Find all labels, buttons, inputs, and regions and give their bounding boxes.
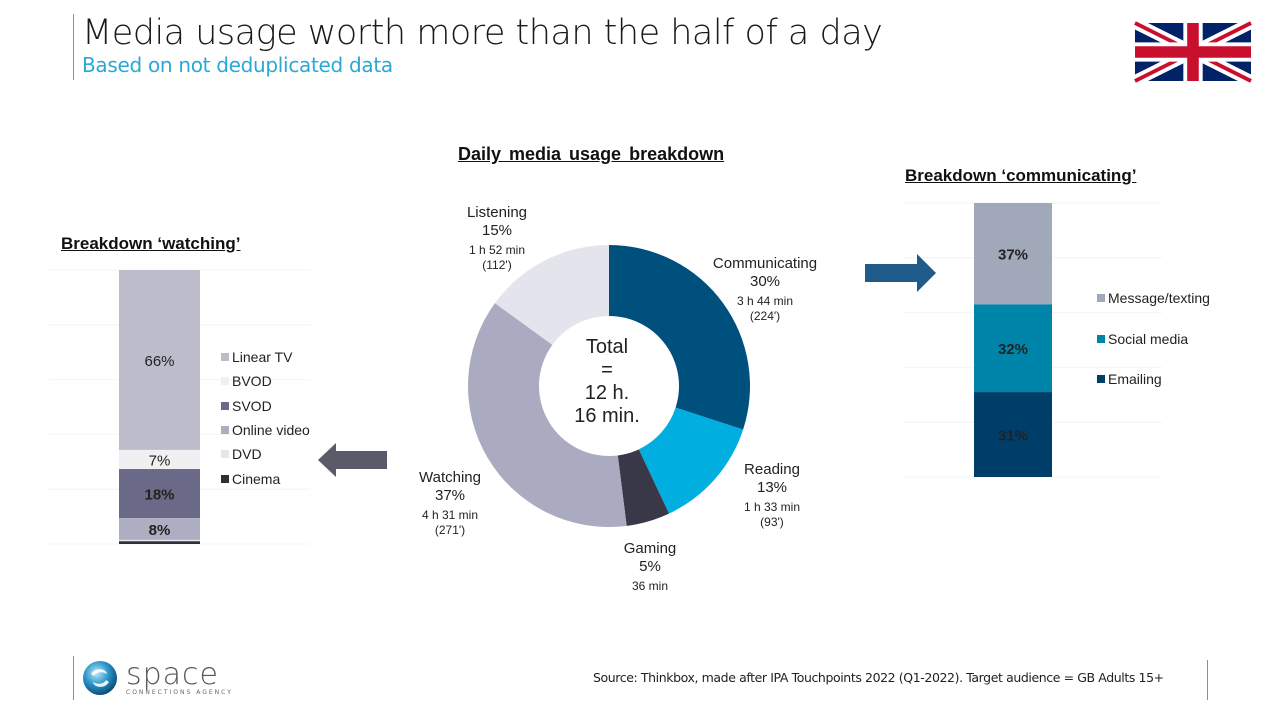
communicating-segment-social-media <box>974 304 1052 393</box>
legend-swatch <box>221 377 229 386</box>
legend-label: Emailing <box>1108 371 1162 387</box>
slice-name-label: Reading <box>744 461 800 478</box>
legend-label: DVD <box>232 446 262 463</box>
legend-swatch <box>221 474 229 483</box>
legend-label: SVOD <box>232 397 272 414</box>
legend-swatch <box>1097 294 1105 302</box>
watching-segment-bvod <box>119 449 200 470</box>
watching-legend-item-online-video: Online video <box>221 422 310 438</box>
watching-legend-item-dvd: DVD <box>221 446 262 462</box>
legend-label: Online video <box>232 421 310 438</box>
donut-slice-reading <box>638 407 744 514</box>
donut-slice-gaming <box>617 449 670 526</box>
legend-swatch <box>1097 334 1105 343</box>
legend-swatch <box>221 450 229 459</box>
legend-label: Message/texting <box>1108 290 1210 306</box>
watching-segment-svod <box>119 469 200 519</box>
slice-duration-label: 4 h 31 min <box>422 508 478 522</box>
legend-swatch <box>221 401 229 410</box>
slice-name-label: Listening <box>467 204 527 221</box>
watching-legend-item-svod: SVOD <box>221 398 272 414</box>
communicating-segment-label: 37% <box>998 247 1028 264</box>
watching-segment-label: 18% <box>144 487 174 504</box>
communicating-segment-label: 31% <box>998 428 1028 445</box>
communicating-segment-message-texting <box>974 203 1052 305</box>
watching-legend-item-linear-tv: Linear TV <box>221 349 292 365</box>
space-logo-icon <box>83 661 117 695</box>
page-title: Media usage worth more than the half of … <box>82 13 883 53</box>
watching-legend-item-bvod: BVOD <box>221 373 272 389</box>
legend-swatch <box>1097 375 1105 383</box>
watching-segment-label: 7% <box>149 452 171 469</box>
slice-percent-label: 5% <box>639 558 661 575</box>
legend-swatch <box>221 425 229 434</box>
slice-duration-label: 1 h 33 min <box>744 500 800 514</box>
slice-duration-label: 1 h 52 min <box>469 243 525 257</box>
watching-segment-cinema <box>119 541 200 544</box>
slice-minutes-label: (112') <box>482 258 511 272</box>
slice-minutes-label: (271') <box>435 523 465 537</box>
donut-slice-communicating <box>609 245 750 430</box>
donut-center-label: 16 min. <box>574 405 640 427</box>
watching-segment-linear-tv <box>119 270 200 450</box>
donut-center-label: 12 h. <box>585 382 629 404</box>
legend-label: Social media <box>1108 330 1189 347</box>
communicating-segment-emailing <box>974 392 1052 477</box>
slice-minutes-label: (93') <box>760 515 784 529</box>
legend-swatch <box>221 353 229 361</box>
watching-segment-online-video <box>119 518 200 540</box>
arrow-left-icon <box>318 443 387 477</box>
slice-name-label: Gaming <box>624 540 677 557</box>
legend-label: BVOD <box>232 373 272 390</box>
uk-flag-icon <box>1132 17 1254 87</box>
slice-minutes-label: (224') <box>750 309 780 323</box>
watching-segment-label: 8% <box>149 522 171 539</box>
slice-percent-label: 30% <box>750 273 780 290</box>
communicating-legend-item-message-texting: Message/texting <box>1097 290 1210 306</box>
donut-center-label: = <box>601 359 613 381</box>
donut-slice-watching <box>468 303 627 527</box>
slice-percent-label: 37% <box>435 487 465 504</box>
slice-duration-label: 36 min <box>632 579 668 593</box>
logo-tagline: CONNECTIONS AGENCY <box>126 688 233 696</box>
watching-segment-dvd <box>119 539 200 542</box>
source-note: Source: Thinkbox, made after IPA Touchpo… <box>593 670 1164 685</box>
donut-center-label: Total <box>586 336 628 358</box>
legend-label: Cinema <box>232 470 281 487</box>
slice-name-label: Communicating <box>713 255 817 272</box>
watching-segment-label: 66% <box>144 353 174 370</box>
communicating-segment-label: 32% <box>998 341 1028 358</box>
logo-wordmark: space <box>126 656 220 692</box>
slice-duration-label: 3 h 44 min <box>737 294 793 308</box>
communicating-legend-item-emailing: Emailing <box>1097 371 1162 387</box>
title-block: Media usage worth more than the half of … <box>73 13 883 80</box>
communicating-legend-item-social-media: Social media <box>1097 331 1188 347</box>
page-subtitle: Based on not deduplicated data <box>82 53 393 77</box>
company-logo: space CONNECTIONS AGENCY <box>73 656 233 700</box>
communicating-chart-title: Breakdown ‘communicating’ <box>905 166 1137 185</box>
legend-label: Linear TV <box>232 349 293 365</box>
slice-percent-label: 15% <box>482 222 512 239</box>
slice-name-label: Watching <box>419 469 481 486</box>
source-divider <box>1207 660 1208 700</box>
watching-chart-title: Breakdown ‘watching’ <box>61 234 241 253</box>
watching-legend-item-cinema: Cinema <box>221 471 280 487</box>
arrow-right-icon <box>865 254 936 292</box>
slice-percent-label: 13% <box>757 479 787 496</box>
donut-chart-title: Daily media usage breakdown <box>458 144 725 164</box>
donut-slice-listening <box>494 245 609 345</box>
